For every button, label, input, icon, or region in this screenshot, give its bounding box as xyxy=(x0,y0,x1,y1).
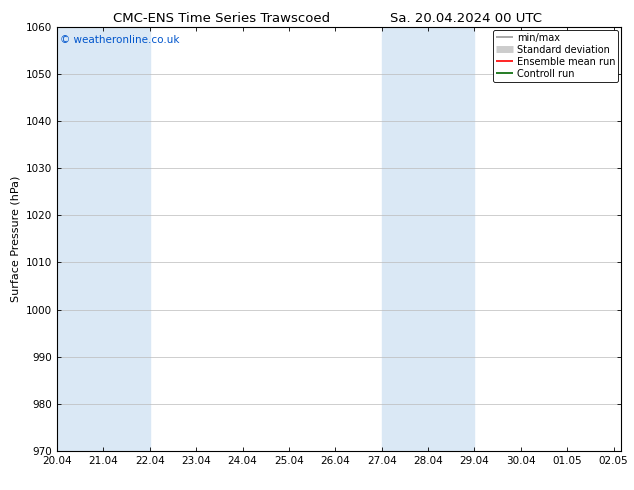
Text: © weatheronline.co.uk: © weatheronline.co.uk xyxy=(60,35,179,46)
Legend: min/max, Standard deviation, Ensemble mean run, Controll run: min/max, Standard deviation, Ensemble me… xyxy=(493,30,618,81)
Text: Sa. 20.04.2024 00 UTC: Sa. 20.04.2024 00 UTC xyxy=(390,12,542,25)
Text: CMC-ENS Time Series Trawscoed: CMC-ENS Time Series Trawscoed xyxy=(113,12,330,25)
Bar xyxy=(57,27,150,451)
Y-axis label: Surface Pressure (hPa): Surface Pressure (hPa) xyxy=(10,176,20,302)
Bar xyxy=(382,27,474,451)
